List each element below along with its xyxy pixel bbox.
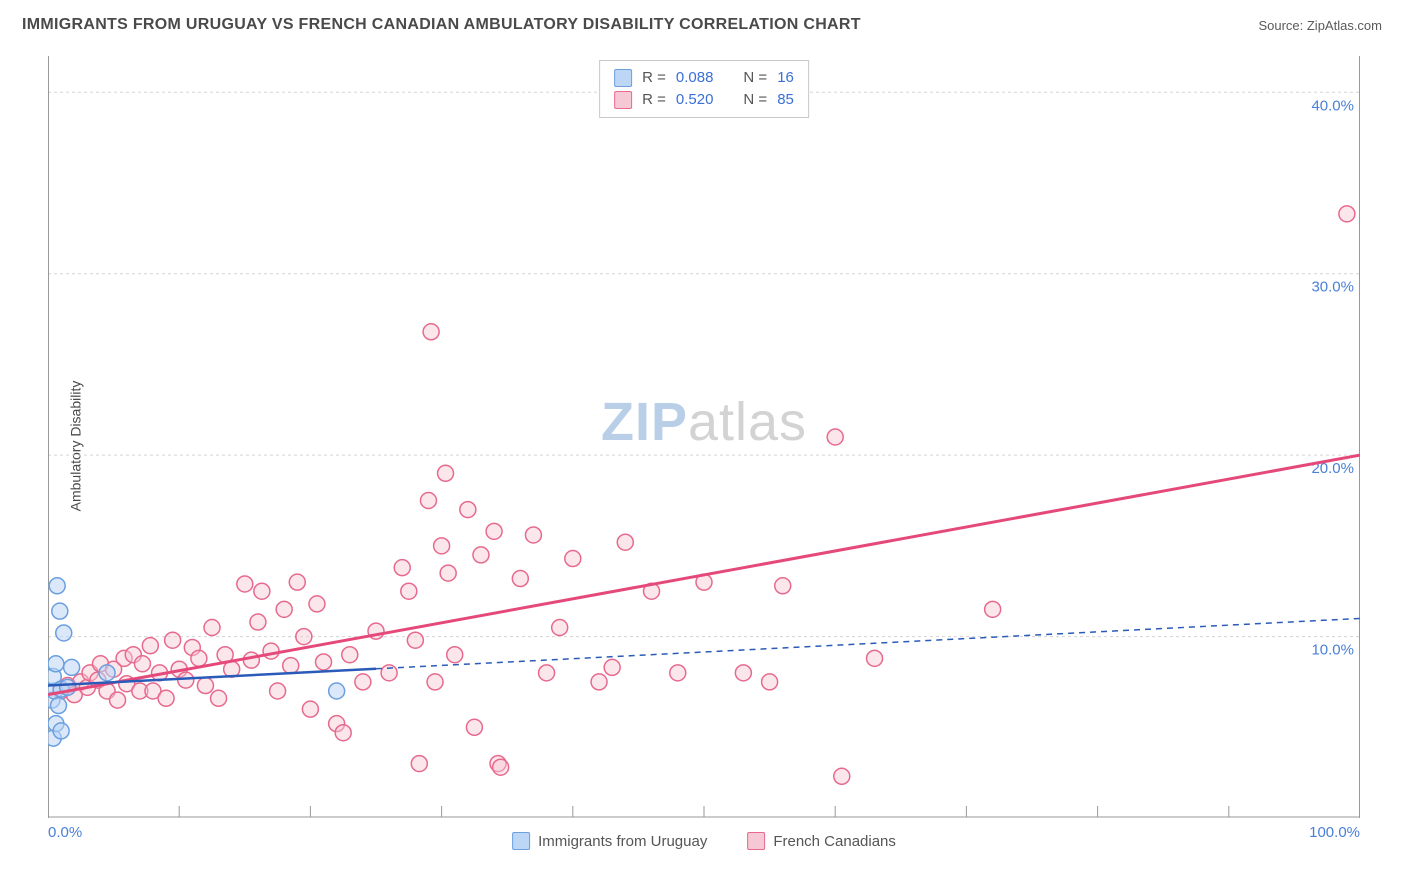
svg-text:40.0%: 40.0% <box>1311 97 1354 114</box>
x-tick-label: 0.0% <box>48 824 82 841</box>
legend-row-frenchcan: R = 0.520 N = 85 <box>614 89 794 111</box>
scatter-plot: R = 0.088 N = 16 R = 0.520 N = 85 ZIPatl… <box>48 56 1360 818</box>
swatch-frenchcan <box>614 91 632 109</box>
swatch-uruguay <box>512 832 530 850</box>
legend-item-uruguay: Immigrants from Uruguay <box>512 832 707 850</box>
source-attribution: Source: ZipAtlas.com <box>1258 18 1382 33</box>
series-legend: Immigrants from Uruguay French Canadians <box>512 832 896 850</box>
n-value-uruguay: 16 <box>777 67 794 89</box>
svg-text:10.0%: 10.0% <box>1311 642 1354 659</box>
swatch-uruguay <box>614 69 632 87</box>
source-prefix: Source: <box>1258 18 1306 33</box>
r-value-frenchcan: 0.520 <box>676 89 714 111</box>
source-name: ZipAtlas.com <box>1307 18 1382 33</box>
chart-svg: 10.0%20.0%30.0%40.0% <box>48 56 1360 818</box>
r-value-uruguay: 0.088 <box>676 67 714 89</box>
legend-label-frenchcan: French Canadians <box>773 833 896 850</box>
correlation-legend: R = 0.088 N = 16 R = 0.520 N = 85 <box>599 60 809 118</box>
r-label: R = <box>642 89 666 111</box>
x-tick-label: 100.0% <box>1309 824 1360 841</box>
legend-item-frenchcan: French Canadians <box>747 832 896 850</box>
swatch-frenchcan <box>747 832 765 850</box>
r-label: R = <box>642 67 666 89</box>
legend-label-uruguay: Immigrants from Uruguay <box>538 833 707 850</box>
n-label: N = <box>743 89 767 111</box>
svg-text:30.0%: 30.0% <box>1311 279 1354 296</box>
legend-row-uruguay: R = 0.088 N = 16 <box>614 67 794 89</box>
n-value-frenchcan: 85 <box>777 89 794 111</box>
n-label: N = <box>743 67 767 89</box>
chart-title: IMMIGRANTS FROM URUGUAY VS FRENCH CANADI… <box>22 16 861 34</box>
